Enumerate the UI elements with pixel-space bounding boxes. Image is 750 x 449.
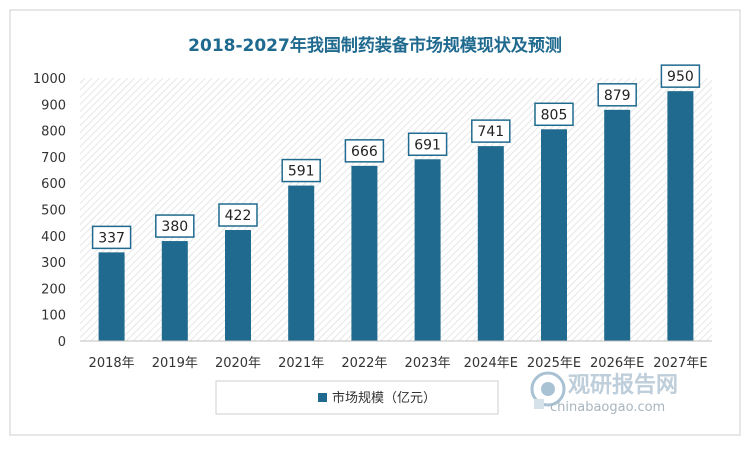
data-label-box-1: [155, 214, 195, 238]
data-label-2: 422: [225, 208, 252, 224]
bar-9: [667, 91, 694, 342]
data-label-0: 337: [98, 230, 125, 246]
bar-4: [351, 165, 378, 341]
x-tick-label-6: 2024年E: [464, 356, 518, 371]
data-label-box-5: [407, 132, 448, 157]
bars: 337 380 422 591 666 691 741 805 879 950: [91, 64, 701, 342]
x-tick-label-4: 2022年: [341, 356, 387, 371]
x-tick-label-3: 2021年: [278, 356, 324, 371]
x-tick-label-1: 2019年: [152, 356, 198, 371]
y-tick-label-5: 500: [41, 204, 66, 219]
bar-8: [604, 109, 631, 341]
data-label-4: 666: [351, 144, 378, 160]
chart-title: 2018-2027年我国制药装备市场规模现状及预测: [188, 35, 562, 56]
y-tick-label-7: 700: [41, 151, 66, 166]
bar-5: [414, 159, 441, 341]
legend-swatch: [318, 393, 327, 402]
data-label-1: 380: [161, 219, 188, 235]
y-tick-label-10: 1000: [33, 72, 66, 87]
y-tick-label-1: 100: [41, 309, 66, 324]
data-label-box-6: [471, 119, 511, 143]
y-tick-label-6: 600: [41, 177, 66, 192]
x-tick-label-5: 2023年: [405, 356, 451, 371]
bar-2: [225, 230, 251, 341]
data-label-6: 741: [477, 124, 504, 140]
data-label-3: 591: [288, 164, 315, 180]
bar-3: [288, 185, 315, 341]
x-tick-label-0: 2018年: [89, 356, 135, 371]
y-axis: 0 100 200 300 400 500 600 700 800 900 1000: [33, 72, 66, 350]
x-axis: 2018年 2019年 2020年 2021年 2022年 2023年 2024年E 2025…: [80, 340, 712, 371]
data-label-box-8: [597, 83, 637, 107]
watermark-logo-icon: [530, 371, 566, 409]
watermark: 观研报告网 chinabaogao.com: [530, 371, 678, 415]
data-label-box-3: [281, 158, 321, 183]
y-tick-label-4: 400: [41, 230, 66, 245]
y-tick-label-0: 0: [58, 335, 66, 350]
data-label-box-0: [91, 225, 132, 250]
y-tick-label-2: 200: [41, 282, 66, 297]
y-tick-label-9: 900: [41, 98, 66, 113]
bar-7: [541, 129, 567, 341]
data-label-5: 691: [414, 137, 441, 153]
y-tick-label-3: 300: [41, 256, 66, 271]
data-label-box-9: [660, 64, 701, 88]
bar-6: [477, 146, 504, 341]
data-label-8: 879: [604, 88, 631, 104]
watermark-url: chinabaogao.com: [550, 400, 665, 415]
x-tick-label-9: 2027年E: [653, 356, 707, 371]
bar-1: [161, 241, 188, 341]
legend-box: [215, 380, 499, 415]
watermark-brand: 观研报告网: [568, 373, 678, 398]
data-label-box-4: [344, 139, 385, 163]
legend-label: 市场规模（亿元）: [332, 390, 436, 406]
data-label-box-7: [534, 102, 574, 127]
data-label-7: 805: [541, 107, 568, 123]
x-tick-label-7: 2025年E: [527, 356, 581, 371]
y-tick-label-8: 800: [41, 125, 66, 140]
data-label-box-2: [218, 203, 258, 227]
x-tick-label-2: 2020年: [215, 356, 261, 371]
bar-0: [98, 252, 125, 341]
data-label-9: 950: [667, 69, 694, 85]
x-tick-label-8: 2026年E: [590, 356, 644, 371]
